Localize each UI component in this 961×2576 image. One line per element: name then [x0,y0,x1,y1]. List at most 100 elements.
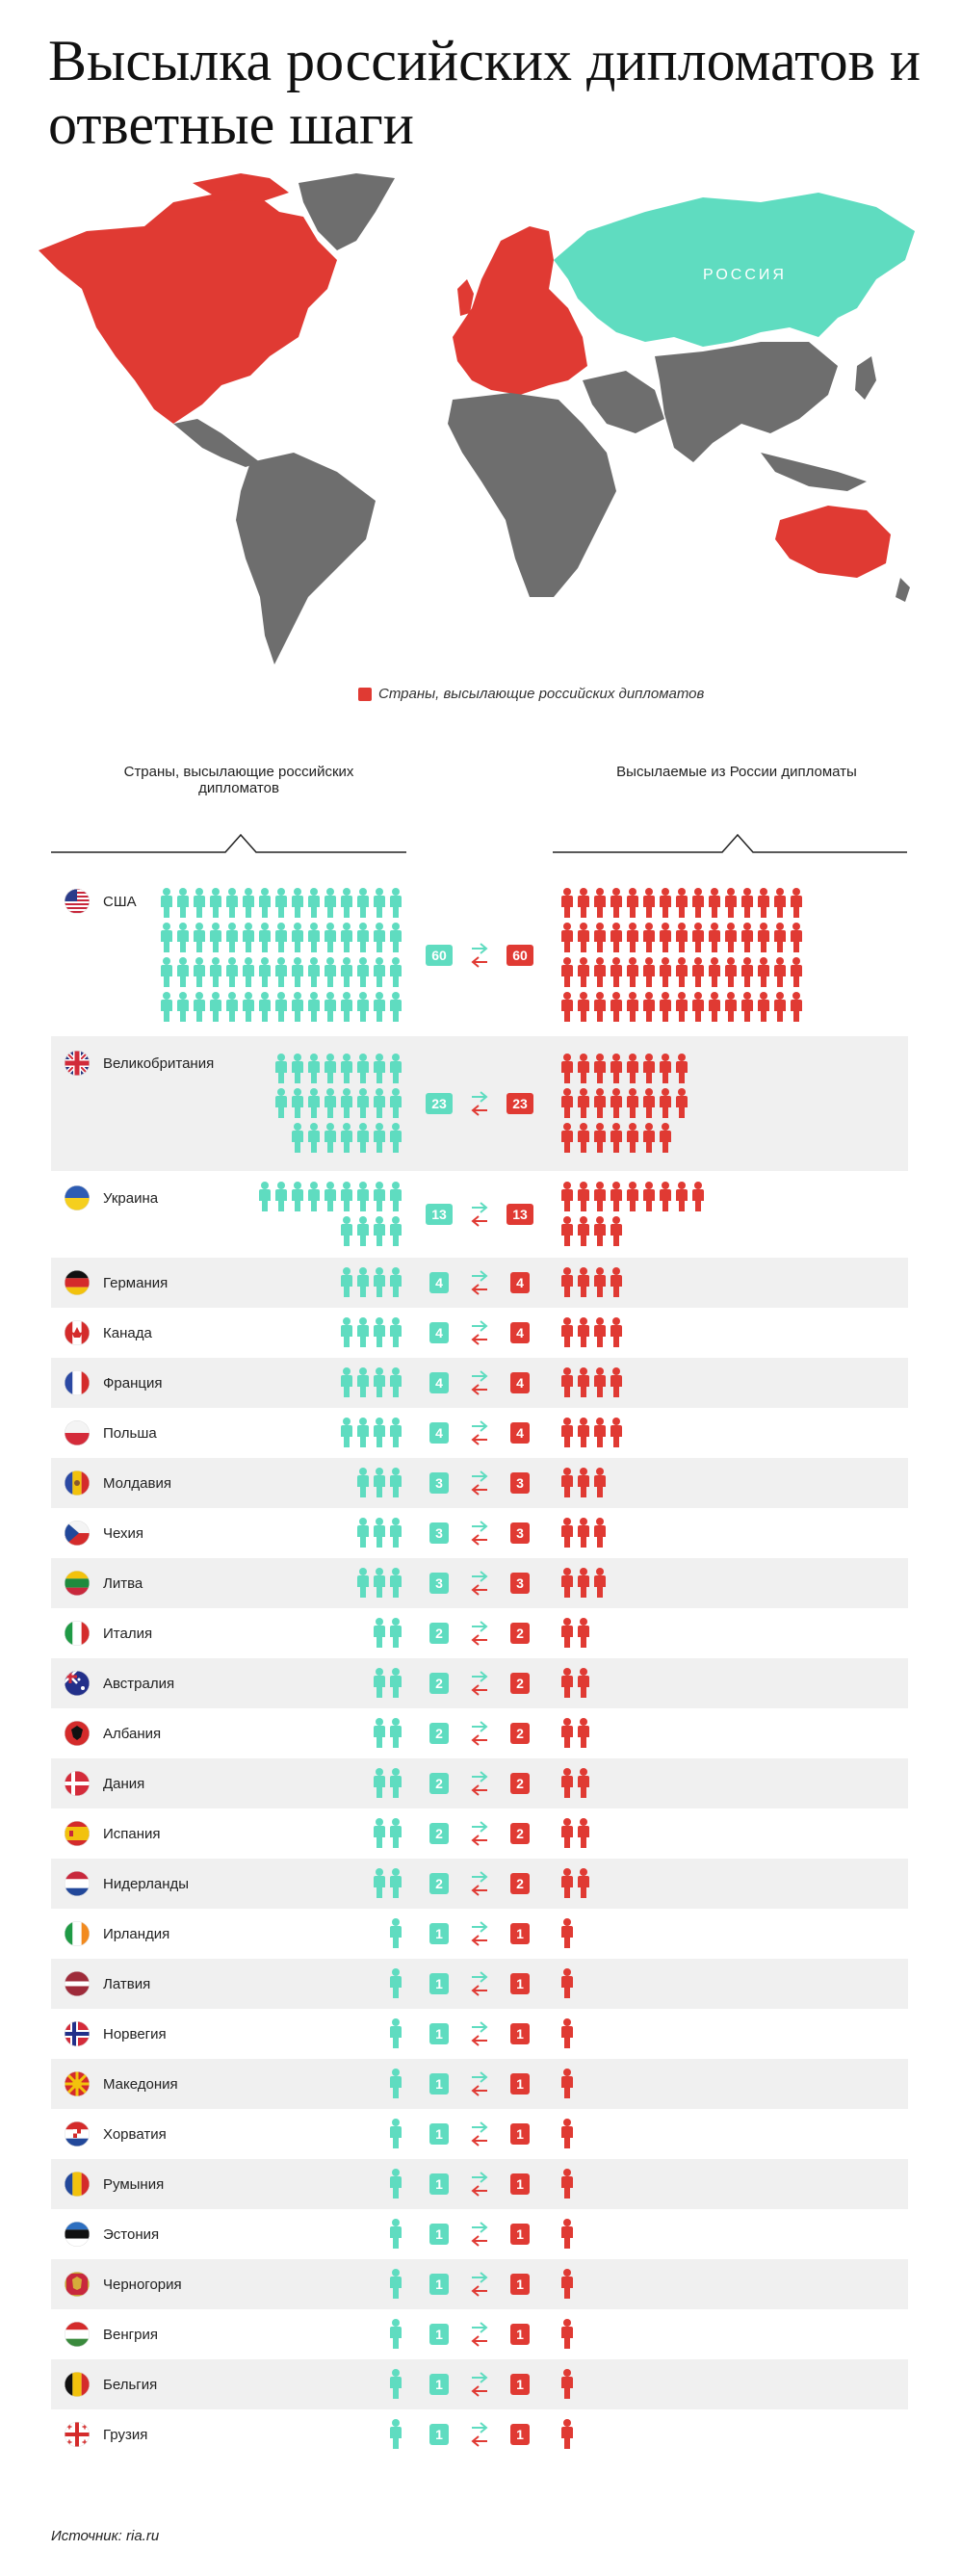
country-name: Хорватия [103,2126,167,2143]
expelled-from-russia-diplomat [643,1182,655,1211]
left-count-badge [429,1873,449,1894]
row-background [51,1036,908,1171]
expelled-russian-diplomat [341,1418,352,1447]
expelled-russian-diplomat [259,923,271,952]
right-count: 1 [516,2076,524,2092]
right-count: 1 [516,2126,524,2142]
map-uk [457,279,474,316]
expelled-russian-diplomat [325,1123,336,1153]
arrow-left-icon [471,1935,487,1946]
left-count: 23 [431,1096,447,1111]
expelled-from-russia-diplomat [561,1468,573,1497]
expelled-from-russia-diplomat [578,923,589,952]
arrow-right-icon [472,2222,488,2233]
lt-flag [65,1571,90,1596]
expelled-russian-diplomat [259,888,271,918]
expelled-from-russia-diplomat [594,1088,606,1118]
expelled-russian-diplomat [341,1317,352,1347]
left-count-badge [429,2374,449,2395]
right-count-badge [510,2023,530,2044]
expelled-from-russia-diplomat [561,1968,573,1998]
left-count-badge [429,1272,449,1293]
expelled-from-russia-diplomat [741,957,753,987]
expelled-from-russia-diplomat [660,992,671,1022]
expelled-russian-diplomat [292,1182,303,1211]
expelled-russian-diplomat [275,1088,287,1118]
right-count: 2 [516,1826,524,1841]
expelled-russian-diplomat [374,923,385,952]
left-count: 1 [435,2226,443,2242]
row-background [51,1458,908,1508]
expelled-from-russia-diplomat [692,957,704,987]
country-name: Германия [103,1275,168,1291]
left-count: 2 [435,1826,443,1841]
expelled-russian-diplomat [390,1367,402,1397]
arrow-left-icon [471,1384,487,1395]
expelled-russian-diplomat [374,1418,385,1447]
map-south-america [236,453,376,664]
map-new-zealand [896,578,910,602]
expelled-from-russia-diplomat [578,1317,589,1347]
expelled-russian-diplomat [292,1088,303,1118]
table-row: Испания 2 2 [65,1818,589,1848]
expelled-from-russia-diplomat [660,1054,671,1083]
row-background [51,1859,908,1909]
expelled-from-russia-diplomat [610,1317,622,1347]
expelled-from-russia-diplomat [561,1367,573,1397]
expelled-from-russia-diplomat [791,957,802,987]
expelled-russian-diplomat [357,957,369,987]
expelled-from-russia-diplomat [561,2219,573,2249]
arrow-right-icon [472,1971,488,1983]
expelled-russian-diplomat [390,1267,402,1297]
right-count: 2 [516,1726,524,1741]
expelled-russian-diplomat [374,1518,385,1548]
left-count: 1 [435,1976,443,1991]
expelled-russian-diplomat [390,923,402,952]
country-name: Литва [103,1575,143,1592]
expelled-from-russia-diplomat [627,1123,638,1153]
table-row: Черногория 1 1 [51,2259,908,2309]
expelled-russian-diplomat [374,1868,385,1898]
table-row: Румыния 1 1 [51,2159,908,2209]
expelled-russian-diplomat [390,957,402,987]
country-name: Нидерланды [103,1876,189,1892]
expelled-russian-diplomat [374,1317,385,1347]
right-count-badge [510,1623,530,1644]
country-name: Грузия [103,2427,147,2443]
arrow-left-icon [471,1885,487,1896]
arrow-right-icon [472,1470,488,1482]
expelled-from-russia-diplomat [676,992,688,1022]
expelled-russian-diplomat [390,1818,402,1848]
expelled-russian-diplomat [308,992,320,1022]
expelled-from-russia-diplomat [791,923,802,952]
left-count: 4 [435,1425,443,1441]
expelled-from-russia-diplomat [561,1054,573,1083]
expelled-russian-diplomat [341,992,352,1022]
expelled-russian-diplomat [357,1568,369,1598]
expelled-from-russia-diplomat [561,2119,573,2148]
ro-flag [65,2172,90,2197]
expelled-from-russia-diplomat [758,888,769,918]
map-asia [655,342,838,462]
expelled-from-russia-diplomat [610,1267,622,1297]
expelled-from-russia-diplomat [594,957,606,987]
md-flag [65,1470,90,1496]
table-row: Эстония 1 1 [65,2219,573,2249]
left-count-badge [429,2324,449,2345]
expelled-from-russia-diplomat [578,1618,589,1648]
expelled-from-russia-diplomat [643,1054,655,1083]
arrow-right-icon [472,1370,488,1382]
left-count: 2 [435,1676,443,1691]
left-count: 1 [435,1926,443,1941]
left-count-badge [429,1322,449,1343]
expelled-from-russia-diplomat [578,1088,589,1118]
expelled-from-russia-diplomat [610,1367,622,1397]
expelled-russian-diplomat [259,1182,271,1211]
expelled-from-russia-diplomat [578,1123,589,1153]
right-count-badge [510,1422,530,1444]
expelled-from-russia-diplomat [709,992,720,1022]
expelled-russian-diplomat [374,1054,385,1083]
left-count-badge [429,1422,449,1444]
expelled-russian-diplomat [374,1267,385,1297]
row-background [51,2359,908,2409]
